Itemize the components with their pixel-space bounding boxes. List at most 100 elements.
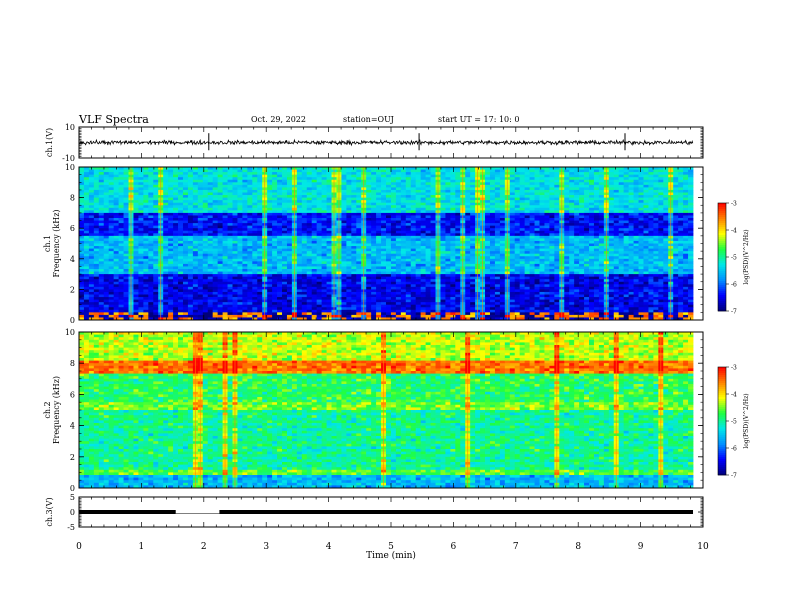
spectro-cell bbox=[306, 263, 313, 267]
spectro-cell bbox=[212, 276, 219, 280]
spectro-cell bbox=[133, 207, 139, 211]
spectro-cell bbox=[93, 304, 100, 308]
spectro-cell bbox=[207, 230, 214, 234]
spectro-cell bbox=[346, 294, 352, 298]
spectro-cell bbox=[242, 230, 248, 234]
spectro-cell bbox=[88, 284, 95, 288]
spectro-cell bbox=[247, 189, 253, 193]
spectro-cell bbox=[311, 302, 318, 306]
spectro-cell bbox=[143, 248, 149, 252]
spectro-cell bbox=[113, 289, 120, 293]
spectro-cell bbox=[192, 184, 199, 188]
spectro-cell bbox=[371, 312, 377, 316]
spectro-cell bbox=[371, 243, 377, 247]
spectro-cell bbox=[425, 258, 431, 262]
spectro-cell bbox=[192, 261, 199, 265]
spectro-cell bbox=[103, 291, 110, 295]
spectro-cell bbox=[257, 258, 263, 262]
spectro-cell bbox=[267, 258, 273, 262]
spectro-cell bbox=[386, 246, 392, 249]
spectro-cell bbox=[376, 256, 382, 260]
spectro-cell bbox=[247, 207, 253, 211]
spectro-cell bbox=[440, 291, 446, 295]
spectro-cell bbox=[252, 291, 258, 295]
spectro-cell bbox=[301, 230, 308, 234]
spectro-cell bbox=[272, 207, 278, 211]
spectro-cell bbox=[366, 269, 372, 272]
spectro-cell bbox=[168, 230, 174, 234]
spectro-cell bbox=[93, 177, 100, 181]
spectro-cell bbox=[118, 266, 124, 270]
spectro-cell bbox=[311, 215, 318, 219]
spectro-cell bbox=[138, 256, 144, 260]
spectro-cell bbox=[143, 256, 149, 260]
spectro-cell bbox=[143, 274, 149, 278]
spectro-cell bbox=[178, 207, 184, 211]
spectro-cell bbox=[103, 167, 110, 170]
spectro-cell bbox=[371, 197, 377, 201]
spectro-cell bbox=[430, 251, 436, 255]
spectro-cell bbox=[341, 228, 347, 232]
spectro-cell bbox=[371, 187, 377, 191]
spectro-cell bbox=[282, 258, 288, 262]
spectro-cell bbox=[415, 312, 422, 316]
spectro-cell bbox=[425, 256, 431, 260]
spectro-cell bbox=[440, 279, 446, 283]
spectro-cell bbox=[420, 258, 427, 262]
spectro-cell bbox=[83, 202, 90, 206]
spectro-cell bbox=[227, 182, 233, 186]
spectro-cell bbox=[207, 269, 214, 272]
spectro-cell bbox=[326, 169, 332, 173]
spectro-cell bbox=[93, 169, 100, 173]
spectro-cell bbox=[400, 189, 407, 193]
spectro-cell bbox=[450, 269, 456, 272]
spectro-cell bbox=[153, 281, 159, 285]
spectro-cell bbox=[381, 297, 387, 300]
spectro-cell bbox=[489, 187, 496, 191]
spectro-cell bbox=[153, 182, 159, 186]
spectro-cell bbox=[301, 243, 308, 247]
spectro-cell bbox=[207, 258, 214, 262]
spectro-cell bbox=[420, 169, 427, 173]
spectro-cell bbox=[445, 263, 451, 267]
spectro-cell bbox=[351, 225, 357, 229]
spectro-cell bbox=[103, 246, 110, 249]
spectro-cell bbox=[321, 200, 327, 204]
spectro-cell bbox=[311, 195, 318, 198]
spectro-cell bbox=[296, 297, 303, 300]
spectro-cell bbox=[351, 246, 357, 249]
spectro-cell bbox=[321, 212, 327, 216]
spectro-cell bbox=[257, 271, 263, 275]
spectro-cell bbox=[138, 281, 144, 285]
spectro-cell bbox=[242, 253, 248, 257]
spectro-cell bbox=[465, 210, 471, 214]
spectro-cell bbox=[282, 263, 288, 267]
spectro-cell bbox=[341, 205, 347, 209]
spectro-cell bbox=[83, 297, 90, 300]
spectro-cell bbox=[440, 233, 446, 237]
spectro-cell bbox=[237, 253, 243, 257]
spectro-cell bbox=[118, 243, 124, 247]
spectro-cell bbox=[202, 172, 209, 176]
spectro-cell bbox=[282, 187, 288, 191]
spectro-cell bbox=[470, 233, 476, 237]
spectro-cell bbox=[267, 169, 273, 173]
spectro-cell bbox=[173, 179, 179, 183]
spectro-cell bbox=[247, 243, 253, 247]
spectro-cell bbox=[415, 291, 422, 295]
spectro-cell bbox=[98, 269, 105, 272]
spectro-cell bbox=[207, 314, 214, 318]
spectro-cell bbox=[390, 304, 397, 308]
spectro-cell bbox=[405, 286, 412, 290]
spectro-cell bbox=[93, 248, 100, 252]
spectro-cell bbox=[301, 304, 308, 308]
spectro-cell bbox=[376, 294, 382, 298]
spectro-cell bbox=[207, 233, 214, 237]
spectro-cell bbox=[445, 243, 451, 247]
spectro-cell bbox=[168, 281, 174, 285]
spectro-cell bbox=[430, 269, 436, 272]
spectro-cell bbox=[282, 235, 288, 239]
spectro-cell bbox=[440, 302, 446, 306]
spectro-cell bbox=[450, 177, 456, 181]
spectro-cell bbox=[440, 307, 446, 311]
